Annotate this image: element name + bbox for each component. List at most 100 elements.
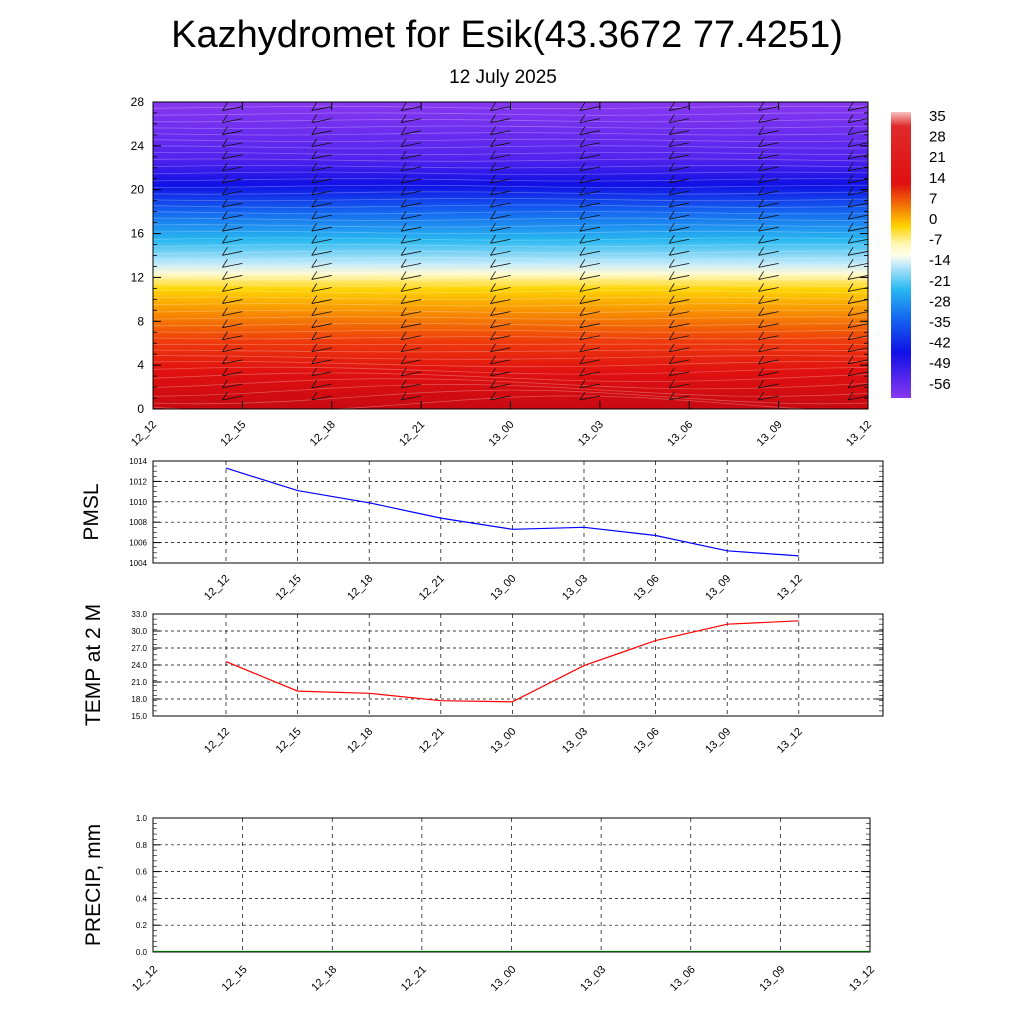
isotherm: [152, 383, 869, 397]
wind-barb-flag: [668, 355, 675, 365]
wind-barb: [669, 347, 690, 353]
wind-barb-flag: [579, 126, 586, 135]
wind-barb-flag: [847, 162, 854, 172]
wind-barb: [222, 166, 243, 172]
isotherm: [152, 138, 869, 143]
wind-barb: [847, 118, 869, 124]
wind-barb-flag: [758, 343, 764, 353]
wind-barb: [401, 130, 422, 136]
wind-barb-flag: [758, 162, 764, 172]
isotherm: [152, 323, 869, 327]
wind-barb-flag: [668, 186, 675, 196]
wind-barb: [579, 323, 600, 329]
wind-barb: [579, 287, 600, 292]
x-tick-label: 12_12: [202, 726, 232, 756]
wind-barb: [311, 190, 332, 196]
isotherm: [152, 296, 869, 300]
wind-barb: [579, 226, 600, 232]
wind-barb-flag: [490, 283, 496, 292]
isotherm: [152, 283, 869, 287]
wind-barb: [222, 142, 243, 148]
wind-barb-flag: [668, 247, 675, 256]
wind-barb: [490, 371, 511, 377]
wind-barb: [579, 262, 600, 268]
wind-barb-flag: [400, 186, 407, 196]
wind-barb-flag: [758, 186, 764, 196]
wind-barb-flag: [847, 331, 854, 340]
isotherm: [152, 224, 869, 228]
wind-barb: [401, 371, 422, 377]
heatmap-y-tick-label: 24: [131, 139, 145, 153]
colorbar-label: -14: [929, 252, 951, 269]
wind-barb-flag: [490, 222, 496, 232]
y-tick-label: 0.6: [136, 868, 148, 877]
heatmap-x-tick-label: 12_18: [308, 419, 338, 449]
wind-barb-flag: [579, 319, 586, 328]
wind-barb-flag: [311, 210, 318, 220]
wind-barb-flag: [758, 198, 764, 208]
colorbar-label: 14: [929, 170, 946, 187]
x-tick-label: 12_18: [345, 726, 375, 756]
wind-barb-flag: [579, 138, 586, 147]
wind-barb: [758, 190, 779, 196]
wind-barb-flag: [668, 162, 675, 172]
wind-barb-flag: [847, 259, 854, 268]
wind-barb: [490, 238, 511, 244]
colorbar-bar: [891, 112, 911, 398]
wind-barb-flag: [847, 174, 854, 184]
wind-barb-flag: [579, 355, 586, 365]
wind-barb: [401, 359, 422, 365]
wind-barb-flag: [668, 235, 675, 244]
wind-barb: [669, 250, 690, 256]
x-tick-label: 12_15: [220, 964, 250, 994]
wind-barb-flag: [758, 355, 764, 365]
wind-barb: [490, 154, 511, 160]
x-tick-label: 12_21: [399, 964, 429, 994]
isotherm: [152, 158, 869, 162]
wind-barb-flag: [311, 271, 318, 280]
wind-barb-flag: [847, 186, 854, 196]
x-tick-label: 13_03: [578, 964, 608, 994]
wind-barb: [579, 359, 600, 365]
heatmap-y-axis: 0 4 8 12 16 20 24 28: [131, 95, 868, 416]
wind-barb-flag: [222, 307, 228, 316]
wind-barb-flag: [847, 295, 854, 304]
wind-barb-flag: [490, 138, 496, 147]
wind-barb: [669, 190, 690, 196]
wind-barb-flag: [847, 114, 854, 123]
wind-barb-flag: [668, 259, 675, 268]
wind-barb: [222, 287, 243, 292]
heatmap-x-tick-label: 13_09: [755, 419, 785, 449]
wind-barb-flag: [222, 222, 228, 232]
wind-barb-flag: [311, 102, 318, 111]
colorbar-label: -56: [929, 376, 951, 393]
wind-barb: [311, 250, 332, 256]
wind-barb: [669, 178, 690, 184]
wind-barb: [311, 214, 332, 220]
wind-barb: [401, 238, 422, 244]
wind-barb: [847, 202, 869, 208]
wind-barb-flag: [579, 247, 586, 256]
wind-barb-flag: [490, 150, 496, 160]
y-tick-label: 1004: [129, 559, 147, 568]
wind-barb: [490, 214, 511, 220]
pmsl-panel: 1014 1012 1010 1008 1006 1004 12_12 12_15 12_18 1…: [80, 457, 884, 603]
wind-barb-flag: [400, 162, 407, 172]
wind-barb-flag: [758, 222, 764, 232]
wind-barb: [847, 383, 869, 389]
wind-barb: [222, 299, 243, 304]
x-tick-label: 13_00: [489, 964, 519, 994]
wind-barb: [579, 178, 600, 184]
wind-barb: [222, 311, 243, 317]
wind-barb-flag: [758, 331, 764, 340]
wind-barb: [847, 311, 869, 317]
wind-barb-flag: [668, 283, 675, 292]
wind-barb: [222, 202, 243, 208]
wind-barb: [758, 238, 779, 244]
wind-barb-flag: [758, 126, 764, 135]
wind-barb-flag: [311, 150, 318, 160]
wind-barb: [669, 202, 690, 208]
wind-barb-flag: [400, 355, 407, 365]
wind-barb-flag: [758, 138, 764, 147]
